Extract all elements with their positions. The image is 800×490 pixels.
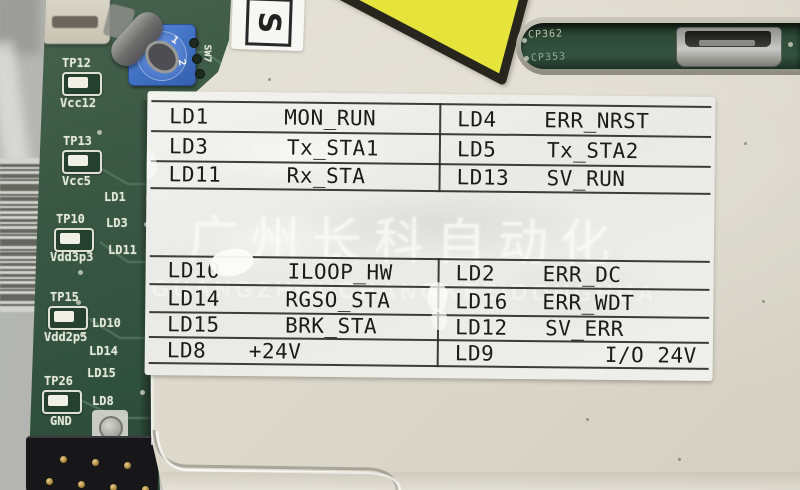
led-name: ERR_WDT (542, 289, 635, 315)
via (524, 56, 529, 61)
cp-silkscreen-bottom: CP353 (530, 51, 567, 64)
gold-pin (124, 462, 131, 469)
led-name: ERR_NRST (544, 108, 650, 134)
gold-pin (46, 478, 53, 485)
test-point-net: Vdd3p3 (50, 250, 94, 264)
solder-pad (192, 54, 202, 64)
s-letter: S (251, 10, 287, 34)
via (140, 390, 145, 395)
led-code: LD16 (455, 288, 509, 314)
led-ref-label: LD1 (104, 190, 126, 204)
dust-speck (678, 458, 681, 461)
table-row: LD1 MON_RUN LD4 ERR_NRST (147, 102, 715, 136)
cp-silkscreen-top: CP362 (527, 28, 564, 41)
test-point-ref: TP10 (56, 212, 85, 226)
led-code: LD1 (169, 104, 209, 129)
led-code: LD15 (166, 312, 220, 337)
led-ref-label: LD15 (87, 366, 116, 380)
test-point-ref: TP12 (62, 56, 91, 70)
via (522, 38, 527, 43)
test-point-ref: TP15 (50, 290, 79, 304)
led-ref-label: LD11 (108, 243, 137, 257)
led-name: BRK_STA (284, 313, 378, 339)
service-port-connector (676, 27, 782, 67)
warning-label (339, 0, 528, 85)
gold-pin (110, 484, 117, 490)
test-point-pad (42, 390, 82, 414)
led-name: ERR_DC (542, 262, 622, 288)
led-legend-sticker: 广州长科自动化 GUANGZHOUCHANGKEZIDONGHUA LD1 MO… (144, 91, 716, 381)
led-name: SV_ERR (544, 316, 625, 342)
led-code: LD3 (168, 133, 209, 159)
led-code: LD5 (456, 136, 497, 162)
test-point-net: Vdd2p5 (44, 330, 88, 344)
dust-speck (268, 78, 271, 81)
led-name: RGSO_STA (285, 286, 391, 313)
s-marking-sticker: S (231, 0, 305, 52)
test-point-pad (62, 150, 102, 174)
via (80, 332, 85, 337)
led-name: Rx_STA (286, 163, 366, 189)
led-code: LD9 (454, 340, 495, 366)
led-ref-label: LD10 (92, 316, 121, 330)
table-row: LD3 Tx_STA1 LD5 Tx_STA2 (147, 131, 715, 166)
test-point-pad (48, 306, 88, 330)
led-code: LD14 (167, 285, 221, 311)
led-name: ILOOP_HW (287, 259, 393, 285)
gold-pin (60, 456, 67, 463)
led-ref-label: LD8 (92, 394, 114, 408)
led-code: LD11 (168, 162, 222, 187)
gold-pin (78, 481, 85, 488)
test-point-net: Vcc5 (62, 174, 91, 188)
via (78, 270, 83, 275)
gold-pin (92, 459, 99, 466)
test-point-net: Vcc12 (60, 96, 97, 110)
gold-pin (142, 486, 149, 490)
led-name: MON_RUN (284, 105, 377, 131)
test-point-pad (62, 72, 102, 96)
led-name: Tx_STA1 (286, 134, 380, 160)
via (76, 300, 81, 305)
test-point-ref: TP26 (44, 374, 73, 388)
led-ref-label: LD3 (106, 216, 128, 230)
white-connector (42, 0, 110, 44)
dust-speck (762, 300, 765, 303)
led-name: I/O 24V (604, 342, 697, 368)
connector-tongue (699, 40, 755, 46)
led-code: LD2 (455, 261, 496, 286)
solder-pad (195, 69, 205, 79)
connector-slot (52, 16, 98, 28)
led-code: LD4 (457, 107, 497, 132)
s-marking-box: S (245, 0, 293, 47)
led-name: Tx_STA2 (546, 137, 640, 163)
led-code: LD8 (166, 337, 207, 363)
dust-speck (586, 418, 589, 421)
solder-pad (189, 38, 199, 48)
via (788, 42, 793, 47)
led-code: LD13 (456, 165, 510, 190)
led-ref-label: LD14 (89, 344, 118, 358)
led-name: +24V (248, 338, 302, 364)
test-point-pad (54, 228, 94, 252)
via (97, 130, 102, 135)
led-name: SV_RUN (546, 166, 626, 192)
led-code: LD12 (454, 315, 508, 340)
dust-speck (744, 142, 747, 145)
pin-header-connector (26, 436, 158, 490)
panel-bottom-shade (160, 472, 800, 490)
test-point-ref: TP13 (63, 134, 92, 148)
test-point-net: GND (50, 414, 72, 428)
